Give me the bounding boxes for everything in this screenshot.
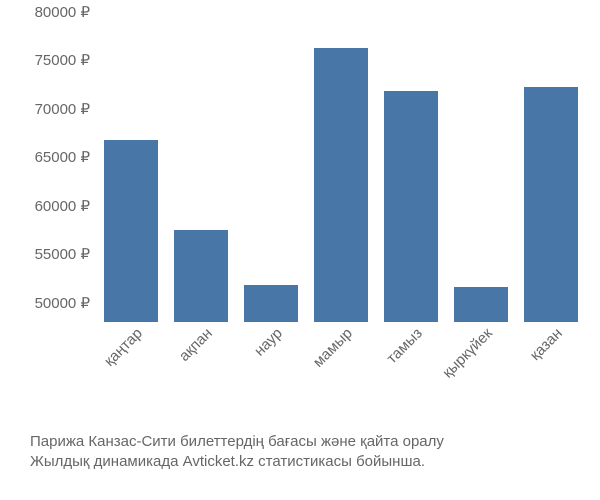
y-tick-label: 55000 ₽ — [35, 245, 96, 263]
y-tick-label: 75000 ₽ — [35, 51, 96, 69]
price-chart: 50000 ₽ 55000 ₽ 60000 ₽ 65000 ₽ 70000 ₽ 75000… — [0, 0, 600, 500]
caption-line: Жылдық динамикада Avticket.kz статистика… — [30, 452, 584, 472]
bar — [524, 87, 579, 322]
y-tick-label: 50000 ₽ — [35, 294, 96, 312]
bar — [384, 91, 439, 322]
bar — [174, 230, 229, 322]
caption-line: Парижа Канзас-Сити билеттердің бағасы жә… — [30, 432, 584, 452]
bar — [104, 140, 159, 322]
bar — [314, 48, 369, 322]
bar — [244, 285, 299, 322]
y-tick-label: 70000 ₽ — [35, 100, 96, 118]
bar — [454, 287, 509, 322]
y-tick-label: 65000 ₽ — [35, 148, 96, 166]
y-tick-label: 80000 ₽ — [35, 3, 96, 21]
y-tick-label: 60000 ₽ — [35, 197, 96, 215]
chart-caption: Парижа Канзас-Сити билеттердің бағасы жә… — [0, 432, 600, 473]
plot-area: 50000 ₽55000 ₽60000 ₽65000 ₽70000 ₽75000… — [95, 12, 586, 322]
